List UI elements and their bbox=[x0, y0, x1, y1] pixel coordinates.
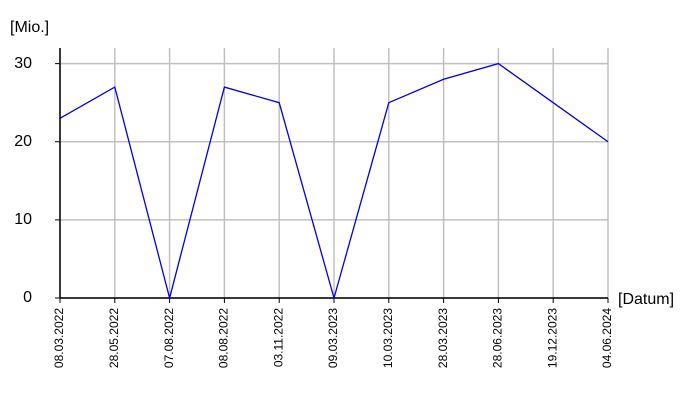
x-axis-label: [Datum] bbox=[618, 291, 674, 308]
x-tick-label: 09.03.2023 bbox=[326, 308, 340, 368]
x-tick-label: 28.05.2022 bbox=[107, 308, 121, 368]
y-axis-label: [Mio.] bbox=[10, 19, 49, 36]
data-line bbox=[59, 62, 609, 301]
x-tick-label: 07.08.2022 bbox=[162, 308, 176, 368]
y-tick-label: 20 bbox=[14, 133, 32, 150]
y-tick-label: 10 bbox=[14, 211, 32, 228]
x-tick-label: 04.06.2024 bbox=[600, 308, 614, 368]
y-tick-label: 30 bbox=[14, 55, 32, 72]
x-tick-label: 28.06.2023 bbox=[491, 308, 505, 368]
x-tick-label: 19.12.2023 bbox=[545, 308, 559, 368]
x-tick-label: 03.11.2022 bbox=[271, 308, 285, 367]
y-tick-label: 0 bbox=[23, 289, 32, 306]
x-tick-label: 10.03.2023 bbox=[381, 308, 395, 368]
x-tick-label: 08.08.2022 bbox=[217, 308, 231, 368]
x-tick-label: 08.03.2022 bbox=[52, 308, 66, 368]
x-tick-label: 28.03.2023 bbox=[436, 308, 450, 368]
